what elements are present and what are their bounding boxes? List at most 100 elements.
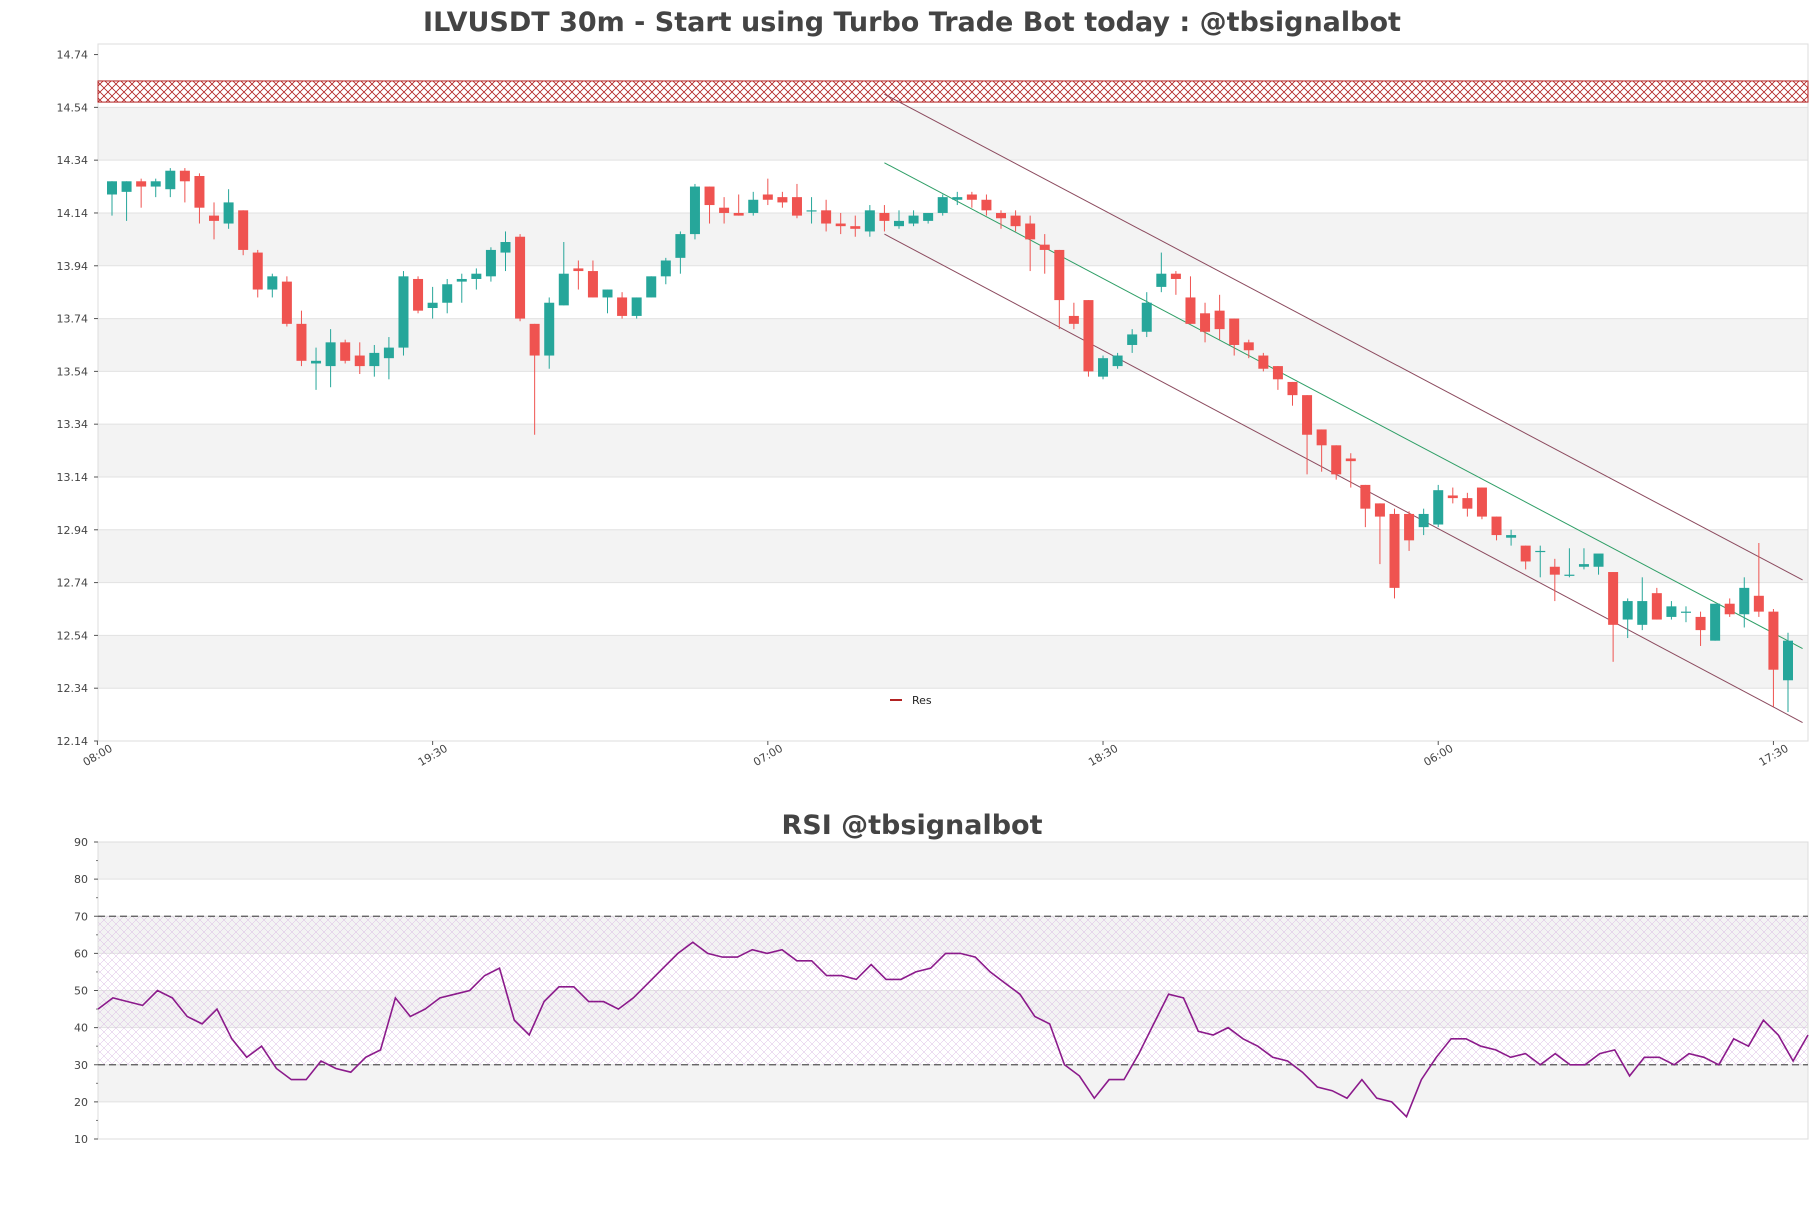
candle [573, 260, 584, 290]
candle [209, 202, 220, 240]
grid-band [98, 107, 1808, 161]
candle-body [558, 273, 569, 306]
candle [1476, 487, 1487, 520]
candle [675, 231, 686, 274]
candle-body [1331, 445, 1342, 475]
candle [1622, 598, 1633, 639]
candle-body [733, 212, 744, 216]
candle-body [485, 249, 496, 277]
candle [1651, 587, 1662, 620]
candle-body [1549, 566, 1560, 575]
candle-body [1404, 513, 1415, 541]
y-tick-label: 13.34 [57, 418, 89, 431]
candle-body [1622, 601, 1633, 620]
candle [1724, 598, 1735, 617]
candle-body [1593, 553, 1604, 567]
candle-body [1768, 611, 1779, 670]
candle [383, 337, 394, 380]
candle [937, 194, 948, 216]
y-tick-label: 14.54 [57, 101, 89, 114]
candle [864, 205, 875, 237]
grid-band [98, 318, 1808, 372]
candle-body [1564, 574, 1575, 576]
candle-body [107, 181, 117, 195]
grid-band [98, 212, 1808, 266]
candle [238, 210, 249, 256]
candle-body [1753, 595, 1764, 612]
candle-body [1025, 223, 1036, 240]
candle-body [1783, 640, 1793, 681]
candle-body [150, 181, 161, 187]
candle [515, 234, 526, 322]
candle-body [311, 360, 322, 364]
candle-body [704, 186, 715, 206]
candle-body [1068, 315, 1079, 324]
candle [398, 271, 409, 356]
candle-body [383, 347, 394, 359]
y-tick-label: 13.14 [57, 471, 89, 484]
rsi-chart-title: RSI @tbsignalbot [781, 810, 1042, 841]
y-tick-label: 12.54 [57, 629, 89, 642]
candle [281, 276, 292, 327]
candle [442, 278, 453, 314]
candle-body [1083, 300, 1094, 372]
candle [1156, 252, 1167, 293]
candle [1098, 355, 1109, 380]
candle-body [1010, 215, 1021, 227]
candle-body [966, 194, 977, 200]
y-tick-label: 13.54 [57, 365, 89, 378]
candle [1010, 210, 1021, 232]
candle-body [354, 355, 365, 367]
candle [1564, 548, 1575, 578]
channel-middle-line [884, 162, 1803, 650]
candle-body [777, 197, 788, 203]
candle-body [617, 297, 628, 316]
candle [311, 347, 322, 390]
candle [1374, 503, 1385, 565]
candle [719, 197, 730, 224]
candle-body [1054, 249, 1065, 301]
candle-body [165, 170, 176, 190]
candle [879, 205, 890, 232]
candle [996, 210, 1007, 229]
grid-band [98, 635, 1808, 689]
candle-body [1170, 273, 1181, 279]
candle [179, 168, 190, 203]
candle [1753, 542, 1764, 617]
candle [223, 189, 234, 229]
candle-body [996, 212, 1007, 219]
candle-body [413, 278, 424, 311]
candle-body [252, 252, 263, 290]
y-tick-label: 12.34 [57, 682, 89, 695]
candle-body [1491, 516, 1502, 536]
candle [107, 181, 117, 216]
candle [1025, 215, 1036, 272]
candle-body [1447, 495, 1458, 499]
candle [748, 191, 759, 216]
candle [1739, 577, 1750, 628]
candle [1083, 300, 1094, 377]
candle [1447, 487, 1458, 504]
candle [821, 199, 832, 232]
candle [1258, 352, 1269, 372]
candle-body [1098, 358, 1109, 377]
candle-body [1476, 487, 1487, 517]
y-tick-label: 14.74 [57, 49, 89, 62]
candle-body [573, 268, 584, 272]
candle-body [529, 323, 540, 356]
candle-body [850, 226, 861, 229]
rsi-series-line [97, 941, 1809, 1119]
candle [1185, 276, 1196, 324]
candle-body [1243, 342, 1254, 351]
candle [1345, 453, 1356, 488]
candle [1287, 381, 1298, 406]
candle-body [325, 342, 336, 367]
candle [1710, 603, 1721, 641]
candle-body [1666, 606, 1677, 617]
candle-body [1185, 297, 1196, 324]
rsi-y-tick-label: 50 [74, 985, 88, 998]
candle [1316, 429, 1327, 472]
candle [791, 183, 802, 219]
candle-body [281, 281, 292, 324]
candle-body [1695, 616, 1706, 631]
